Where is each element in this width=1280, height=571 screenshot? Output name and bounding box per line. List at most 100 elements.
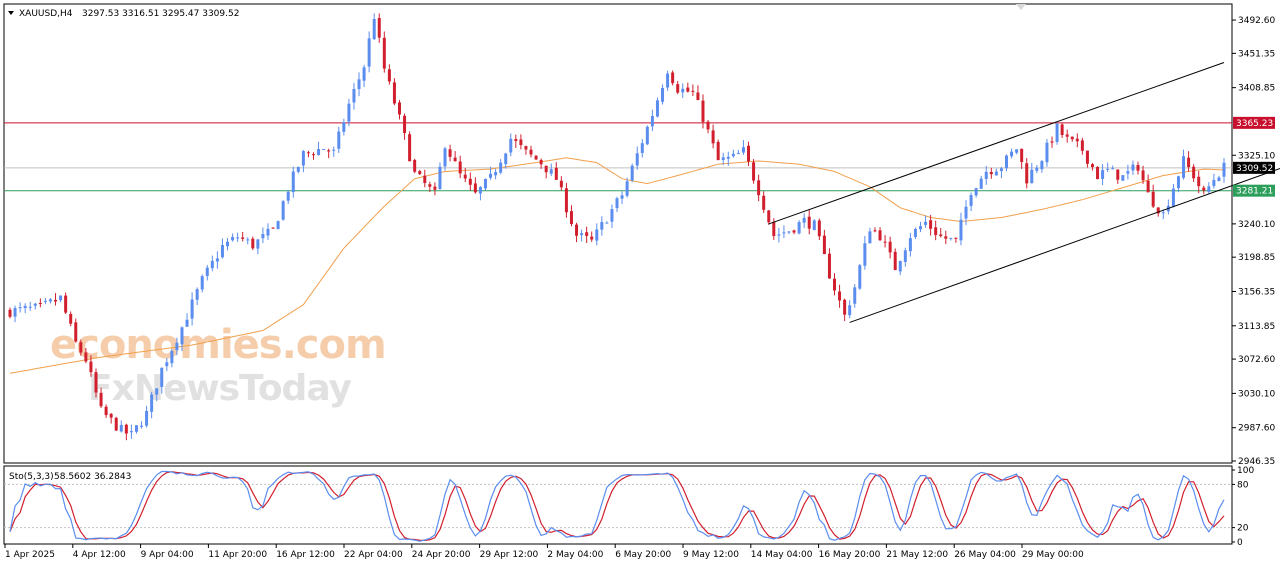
- candle: [145, 405, 149, 428]
- candle: [23, 303, 27, 314]
- candle: [18, 302, 22, 313]
- candle-body: [595, 229, 599, 241]
- candle: [1040, 160, 1044, 173]
- candle-body: [585, 232, 589, 236]
- support-tag-label: 3281.21: [1236, 187, 1273, 197]
- candle-body: [155, 388, 159, 395]
- candle: [463, 167, 467, 183]
- candle-body: [453, 157, 457, 162]
- candle-body: [873, 230, 877, 232]
- candle-body: [549, 169, 553, 174]
- candle-body: [974, 188, 978, 196]
- candle-body: [367, 38, 371, 67]
- candle: [585, 226, 589, 243]
- candle: [848, 300, 852, 319]
- candle-body: [969, 195, 973, 206]
- candle-body: [463, 174, 467, 179]
- candle-body: [984, 171, 988, 179]
- candle-body: [145, 410, 149, 426]
- candle: [1090, 163, 1094, 171]
- candle-body: [1207, 186, 1211, 192]
- candle: [1131, 160, 1135, 175]
- candle-body: [362, 67, 366, 81]
- candle: [1025, 158, 1029, 189]
- candle-body: [524, 146, 528, 150]
- candle: [362, 64, 366, 88]
- candle-body: [438, 166, 442, 189]
- candle: [231, 233, 235, 242]
- price-tick-label: 3156.35: [1238, 287, 1275, 297]
- candle: [403, 113, 407, 140]
- candle-body: [1222, 162, 1226, 177]
- candle-body: [812, 220, 816, 231]
- candle-body: [190, 299, 194, 319]
- candle-body: [696, 92, 700, 101]
- candle: [200, 274, 204, 293]
- candle-body: [736, 153, 740, 155]
- candle-body: [1121, 175, 1125, 181]
- price-tick-label: 2987.60: [1238, 424, 1275, 434]
- candle: [580, 229, 584, 242]
- candle-body: [979, 178, 983, 189]
- candle-body: [114, 417, 118, 431]
- candle-body: [1080, 140, 1084, 151]
- candle-body: [215, 258, 219, 262]
- stoch-values: 58.5602 36.2843: [54, 472, 131, 482]
- candle-body: [1146, 180, 1150, 193]
- candle-body: [140, 425, 144, 427]
- candle-body: [372, 18, 376, 40]
- candle-body: [1101, 170, 1105, 179]
- dropdown-triangle-icon[interactable]: [8, 11, 14, 15]
- candle: [519, 134, 523, 150]
- candle: [428, 181, 432, 193]
- candle-body: [220, 245, 224, 258]
- candle: [423, 169, 427, 188]
- candle-body: [104, 406, 108, 416]
- candle: [645, 125, 649, 146]
- candle: [655, 97, 659, 118]
- candle-body: [999, 168, 1003, 172]
- candle: [934, 220, 938, 241]
- candle-body: [18, 307, 22, 309]
- candle-body: [615, 198, 619, 209]
- candle: [205, 265, 209, 281]
- candle-body: [327, 150, 331, 152]
- candle-body: [686, 87, 690, 92]
- candle: [706, 119, 710, 134]
- candle: [33, 302, 37, 310]
- candle: [220, 238, 224, 259]
- candle-body: [494, 172, 498, 176]
- scroll-marker-icon[interactable]: [1016, 4, 1026, 10]
- candle-body: [929, 220, 933, 229]
- candle: [554, 162, 558, 180]
- stoch-tick-label: 20: [1237, 524, 1249, 534]
- candle-body: [271, 227, 275, 229]
- candle: [716, 139, 720, 161]
- candle-body: [43, 300, 47, 302]
- candle: [994, 168, 998, 176]
- candle: [337, 126, 341, 153]
- candle-body: [231, 237, 235, 241]
- candle: [929, 214, 933, 236]
- candle: [443, 146, 447, 171]
- candle-body: [767, 210, 771, 223]
- candle-body: [625, 181, 629, 196]
- candle-body: [418, 171, 422, 175]
- candle: [1151, 184, 1155, 209]
- candle-body: [853, 287, 857, 304]
- candle: [489, 166, 493, 180]
- stoch-axis: 100 80 20 0: [1232, 466, 1254, 548]
- candle-body: [170, 350, 174, 364]
- candle: [741, 140, 745, 155]
- candle-body: [286, 191, 290, 201]
- candle: [261, 227, 265, 244]
- candle-body: [281, 201, 285, 220]
- candle-body: [1116, 169, 1120, 180]
- candle-body: [878, 230, 882, 241]
- time-tick-label: 2 May 04:00: [547, 550, 603, 560]
- resistance-price-tag: 3365.23: [1233, 116, 1275, 129]
- candle: [1141, 165, 1145, 184]
- candle-body: [397, 102, 401, 115]
